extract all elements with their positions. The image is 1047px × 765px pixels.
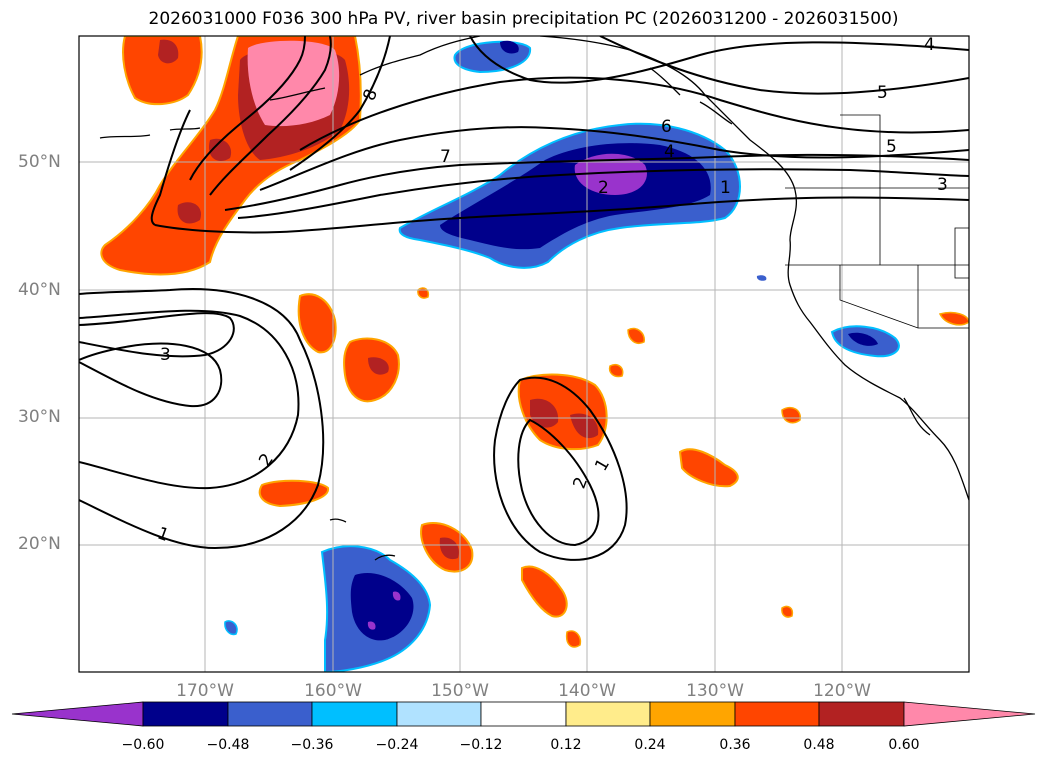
colorbar-tick-label: 0.12 bbox=[550, 737, 582, 753]
longitude-label: 170°W bbox=[176, 681, 234, 701]
colorbar-segment bbox=[142, 701, 229, 727]
map-title: 2026031000 F036 300 hPa PV, river basin … bbox=[148, 9, 899, 29]
colorbar-extend-low bbox=[11, 701, 144, 727]
colorbar-tick-label: −0.60 bbox=[121, 737, 165, 753]
colorbar-tick-label: −0.12 bbox=[459, 737, 503, 753]
colorbar-segment bbox=[396, 701, 482, 727]
coastlines bbox=[99, 36, 969, 561]
colorbar-extend-high bbox=[903, 701, 1036, 727]
contour-label: 4 bbox=[664, 142, 675, 162]
colorbar-tick-label: −0.48 bbox=[206, 737, 250, 753]
longitude-label: 150°W bbox=[431, 681, 489, 701]
colorbar-segment bbox=[818, 701, 905, 727]
colorbar-segment bbox=[565, 701, 651, 727]
colorbar-tick-label: 0.36 bbox=[719, 737, 751, 753]
contour-label: 5 bbox=[886, 137, 897, 157]
longitude-label: 130°W bbox=[686, 681, 744, 701]
contour-label: 1 bbox=[720, 178, 731, 198]
latitude-label: 30°N bbox=[18, 407, 61, 427]
contour-label: 6 bbox=[661, 117, 672, 137]
colorbar-tick-label: 0.60 bbox=[888, 737, 920, 753]
map-frame bbox=[78, 35, 970, 673]
colorbar-tick-label: 0.48 bbox=[803, 737, 835, 753]
longitude-label: 120°W bbox=[813, 681, 871, 701]
longitude-label: 140°W bbox=[558, 681, 616, 701]
colorbar-segment bbox=[734, 701, 820, 727]
borders bbox=[785, 114, 969, 329]
precip-negative-max bbox=[574, 153, 647, 195]
contour-label: 4 bbox=[924, 35, 935, 55]
contour-label: 3 bbox=[937, 175, 948, 195]
colorbar-tick-label: 0.24 bbox=[634, 737, 666, 753]
pv-contours bbox=[79, 36, 969, 561]
latitude-label: 50°N bbox=[18, 152, 61, 172]
colorbar-tick-label: −0.24 bbox=[375, 737, 419, 753]
colorbar-segment bbox=[480, 701, 567, 727]
contour-label: 5 bbox=[877, 83, 888, 103]
colorbar-segment bbox=[311, 701, 398, 727]
colorbar-segment bbox=[649, 701, 736, 727]
contour-label: 3 bbox=[160, 345, 171, 365]
contour-label: 2 bbox=[598, 178, 609, 198]
longitude-label: 160°W bbox=[304, 681, 362, 701]
colorbar-segment bbox=[227, 701, 313, 727]
precip-positive-region-northwest-max bbox=[247, 40, 340, 127]
latitude-label: 40°N bbox=[18, 280, 61, 300]
precip-positive-region-topleft bbox=[122, 36, 203, 106]
latitude-label: 20°N bbox=[18, 534, 61, 554]
colorbar bbox=[11, 701, 1036, 727]
colorbar-tick-label: −0.36 bbox=[290, 737, 334, 753]
contour-label: 7 bbox=[440, 147, 451, 167]
